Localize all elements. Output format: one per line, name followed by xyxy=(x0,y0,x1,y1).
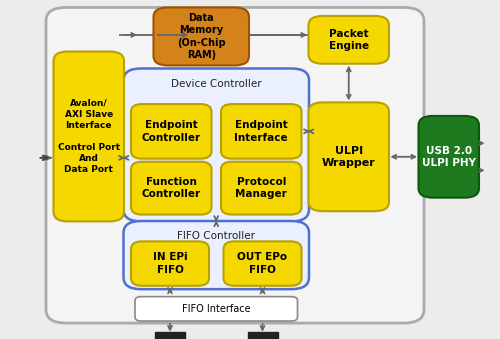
Bar xyxy=(248,332,278,339)
Text: Function
Controller: Function Controller xyxy=(142,177,201,199)
Text: Endpoint
Interface: Endpoint Interface xyxy=(234,120,288,143)
Text: IN EPi
FIFO: IN EPi FIFO xyxy=(152,252,188,275)
Text: Packet
Engine: Packet Engine xyxy=(328,28,369,51)
Text: FIFO Interface: FIFO Interface xyxy=(182,304,250,314)
Text: Device Controller: Device Controller xyxy=(171,79,262,88)
Text: USB 2.0
ULPI PHY: USB 2.0 ULPI PHY xyxy=(422,145,476,168)
FancyBboxPatch shape xyxy=(46,7,424,323)
FancyBboxPatch shape xyxy=(221,104,302,159)
FancyBboxPatch shape xyxy=(418,116,479,198)
Bar xyxy=(155,332,185,339)
FancyBboxPatch shape xyxy=(131,241,209,286)
FancyBboxPatch shape xyxy=(224,241,302,286)
FancyBboxPatch shape xyxy=(221,162,302,215)
FancyBboxPatch shape xyxy=(308,102,389,211)
FancyBboxPatch shape xyxy=(308,16,389,64)
Text: Data
Memory
(On-Chip
RAM): Data Memory (On-Chip RAM) xyxy=(177,13,226,60)
Text: Avalon/
AXI Slave
Interface

Control Port
And
Data Port: Avalon/ AXI Slave Interface Control Port… xyxy=(58,99,120,174)
Text: OUT EPo
FIFO: OUT EPo FIFO xyxy=(238,252,288,275)
Text: ULPI
Wrapper: ULPI Wrapper xyxy=(322,145,376,168)
FancyBboxPatch shape xyxy=(124,68,309,221)
FancyBboxPatch shape xyxy=(54,52,124,221)
FancyBboxPatch shape xyxy=(131,104,212,159)
FancyBboxPatch shape xyxy=(131,162,212,215)
FancyBboxPatch shape xyxy=(154,7,249,65)
Text: Endpoint
Controller: Endpoint Controller xyxy=(142,120,201,143)
Text: FIFO Controller: FIFO Controller xyxy=(177,231,256,241)
FancyBboxPatch shape xyxy=(135,297,298,321)
FancyBboxPatch shape xyxy=(124,221,309,289)
Text: Protocol
Manager: Protocol Manager xyxy=(236,177,287,199)
